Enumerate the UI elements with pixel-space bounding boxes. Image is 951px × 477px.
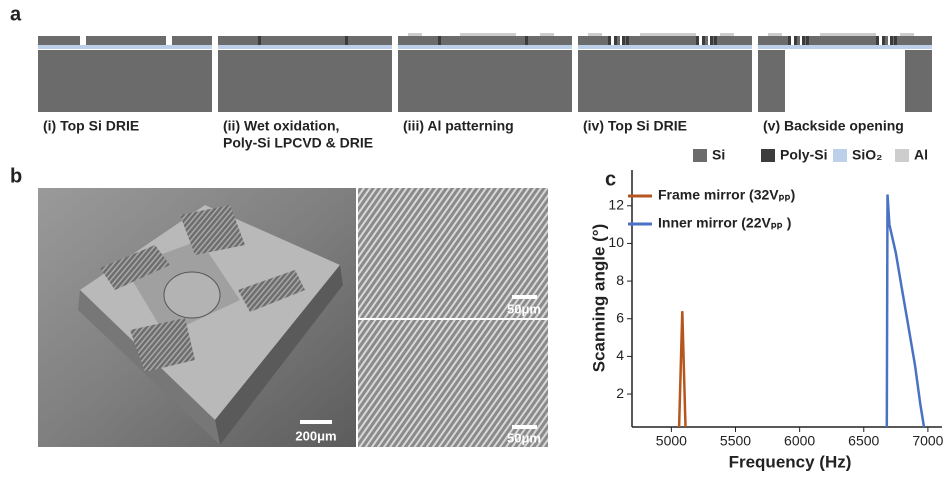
poly-si — [710, 36, 713, 45]
panel-label: b — [10, 165, 22, 187]
comb — [180, 205, 245, 255]
y-tick-label: 6 — [616, 309, 624, 325]
si-substrate — [578, 50, 752, 112]
si-device-layer — [172, 36, 212, 45]
sio2-layer — [218, 45, 392, 49]
legend-label: Inner mirror (22Vₚₚ ) — [658, 215, 791, 231]
series-line — [885, 194, 926, 428]
x-axis-title: Frequency (Hz) — [729, 452, 852, 471]
legend-swatch — [761, 149, 775, 162]
poly-si — [890, 36, 893, 45]
legend-swatch — [895, 149, 909, 162]
poly-si — [882, 36, 885, 45]
si-device-layer — [398, 36, 572, 45]
legend-label: Frame mirror (32Vₚₚ) — [658, 187, 795, 203]
chart: Frequency (Hz) Scanning angle (°) 5000 55… — [589, 170, 944, 471]
mirror — [163, 271, 221, 319]
comb — [238, 270, 305, 312]
al-layer — [540, 33, 554, 36]
si-substrate — [758, 50, 785, 112]
scale-bar-label: 200μm — [295, 428, 336, 443]
x-tick-label: 6000 — [784, 433, 815, 449]
comb — [130, 318, 195, 372]
legend-swatch — [833, 149, 847, 162]
sio2-layer — [758, 45, 932, 49]
x-tick-label: 7000 — [912, 433, 943, 449]
si-substrate — [905, 50, 932, 112]
si-device-layer — [86, 36, 166, 45]
si-substrate — [218, 50, 392, 112]
scale-bar-label: 50μm — [507, 430, 541, 445]
poly-si — [802, 36, 805, 45]
poly-si — [626, 36, 629, 45]
y-tick-label: 8 — [616, 272, 624, 288]
si-substrate — [398, 50, 572, 112]
poly-si — [608, 36, 611, 45]
trench — [698, 36, 702, 45]
sio2-layer — [38, 45, 212, 49]
comb — [100, 245, 170, 290]
al-layer — [900, 33, 914, 36]
scale-bar-label: 50μm — [507, 301, 541, 316]
sio2-layer — [398, 45, 572, 49]
sem-images: 200μm 50μm 50μm — [38, 188, 548, 447]
poly-si — [258, 36, 261, 45]
legend-label: Poly-Si — [780, 147, 827, 163]
al-layer — [640, 33, 696, 36]
step-label: (i) Top Si DRIE — [43, 118, 139, 134]
poly-si — [345, 36, 348, 45]
step-label: (iv) Top Si DRIE — [583, 118, 687, 134]
al-layer — [408, 33, 422, 36]
al-layer — [588, 33, 602, 36]
x-tick-label: 5500 — [720, 433, 751, 449]
poly-si — [876, 36, 879, 45]
poly-si — [894, 36, 897, 45]
si-substrate — [38, 50, 212, 112]
si-device-layer — [38, 36, 80, 45]
step-label: (iii) Al patterning — [403, 118, 514, 134]
legend-swatch — [693, 149, 707, 162]
y-axis-title: Scanning angle (°) — [589, 224, 608, 372]
poly-si — [714, 36, 717, 45]
al-layer — [820, 33, 876, 36]
y-tick-label: 12 — [608, 196, 624, 212]
step-label: (v) Backside opening — [763, 118, 904, 134]
x-tick-label: 6500 — [848, 433, 879, 449]
panel-label: a — [10, 3, 22, 25]
al-layer — [460, 33, 516, 36]
poly-si — [438, 36, 441, 45]
step-label: (ii) Wet oxidation, — [223, 118, 339, 134]
panel-label: c — [605, 168, 616, 190]
y-tick-label: 10 — [608, 234, 624, 250]
si-device-layer — [218, 36, 392, 45]
poly-si — [806, 36, 809, 45]
process-diagrams: (i) Top Si DRIE (ii) Wet oxidation,Poly-S… — [38, 33, 932, 163]
y-tick-label: 2 — [616, 385, 624, 401]
series-line — [677, 311, 687, 428]
poly-si — [794, 36, 797, 45]
al-layer — [768, 33, 782, 36]
si-device-layer — [758, 36, 932, 45]
trench — [610, 36, 614, 45]
device-edge — [215, 265, 343, 445]
poly-si — [702, 36, 705, 45]
legend-label: Al — [914, 147, 928, 163]
poly-si — [788, 36, 791, 45]
poly-si — [614, 36, 617, 45]
sio2-layer — [578, 45, 752, 49]
poly-si — [622, 36, 625, 45]
legend-label: SiO₂ — [852, 147, 882, 163]
trench — [878, 36, 882, 45]
poly-si — [696, 36, 699, 45]
legend-label: Si — [712, 147, 725, 163]
trench — [790, 36, 794, 45]
al-layer — [720, 33, 734, 36]
poly-si — [525, 36, 528, 45]
y-tick-label: 4 — [616, 347, 624, 363]
step-label: Poly-Si LPCVD & DRIE — [223, 135, 373, 151]
si-device-layer — [578, 36, 752, 45]
x-tick-label: 5000 — [656, 433, 687, 449]
